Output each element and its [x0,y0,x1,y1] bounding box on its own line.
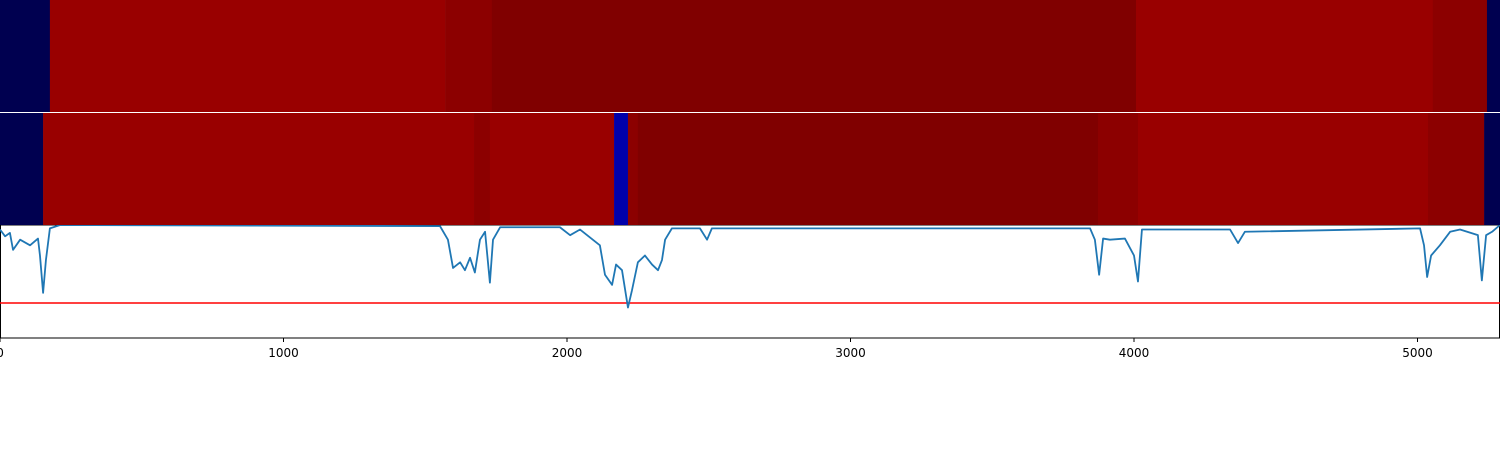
x-tick-label: 3000 [835,346,866,360]
heatmap-cell [637,112,1099,225]
x-tick-label: 2000 [552,346,583,360]
heatmap-cell [1427,112,1485,225]
heatmap-cell [1486,0,1500,113]
heatmap-cell [1137,112,1429,225]
heatmap-cell [627,112,639,225]
heatmap-cell [491,0,1137,113]
x-tick-label: 4000 [1119,346,1150,360]
heatmap-cell [0,112,44,225]
heatmap-cell [1135,0,1434,113]
x-tick-label: 0 [0,346,4,360]
heatmap-cell [43,112,475,225]
heatmap-cell [1432,0,1488,113]
heatmap-cell [614,112,629,225]
heatmap-cell [445,0,493,113]
heatmap-cell [474,112,491,225]
x-tick-label: 1000 [268,346,299,360]
heatmap-cell [489,112,615,225]
heatmap-cell [1484,112,1500,225]
heatmap-cell [0,0,51,113]
heatmap-cell [49,0,446,113]
heatmap-cell [1097,112,1139,225]
series-line [0,224,1500,309]
plot-frame [0,224,1500,339]
x-tick-label: 5000 [1402,346,1433,360]
